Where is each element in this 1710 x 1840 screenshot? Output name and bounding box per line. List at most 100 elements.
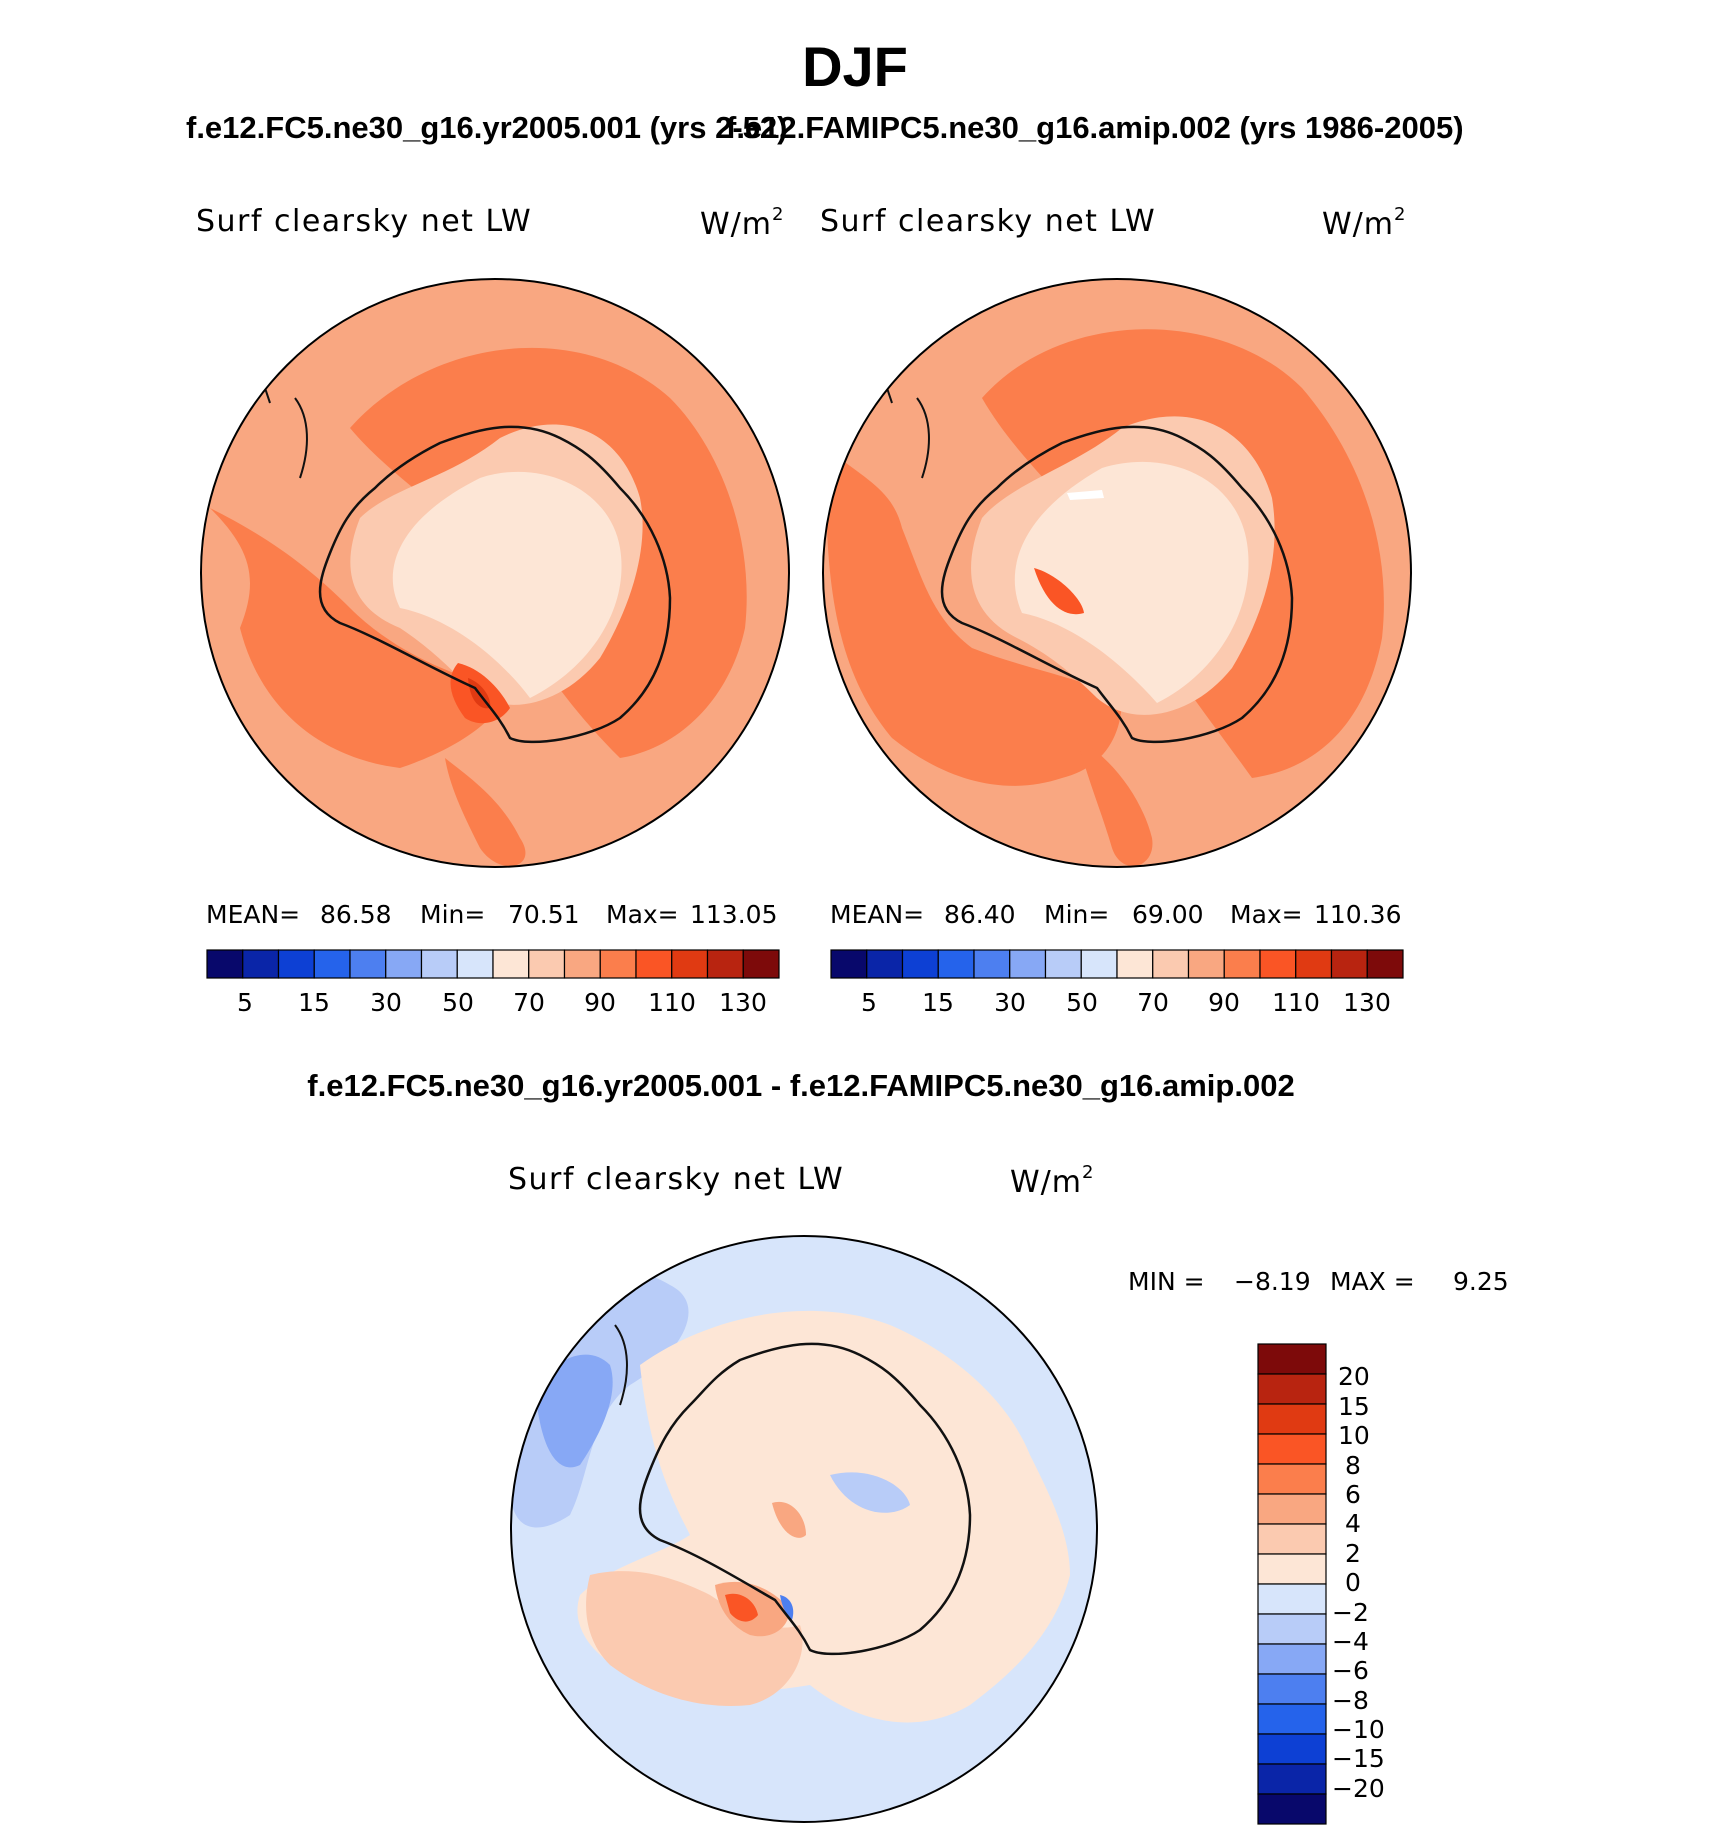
panel1-max-value: 113.05 bbox=[690, 900, 778, 929]
panel1-max-label: Max= bbox=[606, 900, 679, 929]
panel2-colorbar-box-4 bbox=[973, 949, 1011, 979]
panel2-mean-value: 86.40 bbox=[944, 900, 1016, 929]
panel3-colorbar-box-11 bbox=[1257, 1673, 1327, 1705]
panel1-colorbar-box-5 bbox=[385, 949, 423, 979]
panel2-min-value: 69.00 bbox=[1132, 900, 1204, 929]
panel3-colorbar-box-14 bbox=[1257, 1763, 1327, 1795]
panel1-min-value: 70.51 bbox=[508, 900, 580, 929]
panel2-colorbar-box-11 bbox=[1223, 949, 1261, 979]
panel2-region-110-120 bbox=[1034, 568, 1084, 615]
panel1-colorbar-box-0 bbox=[206, 949, 244, 979]
panel2-tick: 70 bbox=[1137, 988, 1169, 1017]
panel2-region-60-70 bbox=[1067, 490, 1104, 500]
panel3-tick: 15 bbox=[1338, 1392, 1370, 1421]
panel2-tick: 30 bbox=[994, 988, 1026, 1017]
panel2-colorbar-box-13 bbox=[1295, 949, 1333, 979]
panel3-colorbar-box-1 bbox=[1257, 1373, 1327, 1405]
panel1-mean-label: MEAN= bbox=[206, 900, 301, 929]
panel3-region-2-4 bbox=[586, 1571, 803, 1706]
panel1-polar-map bbox=[200, 278, 790, 868]
panel1-tick: 70 bbox=[513, 988, 545, 1017]
panel2-colorbar-box-8 bbox=[1116, 949, 1154, 979]
panel3-region-4-6-interior bbox=[772, 1501, 806, 1538]
panel1-colorbar-box-3 bbox=[313, 949, 351, 979]
panel2-colorbar-box-14 bbox=[1330, 949, 1368, 979]
panel2-colorbar-box-10 bbox=[1187, 949, 1225, 979]
panel2-tick: 5 bbox=[861, 988, 877, 1017]
panel1-colorbar-box-13 bbox=[671, 949, 709, 979]
panel3-colorbar bbox=[1257, 1343, 1327, 1825]
panel2-tick: 50 bbox=[1066, 988, 1098, 1017]
panel3-tick: −4 bbox=[1332, 1627, 1369, 1656]
panel3-polar-map bbox=[510, 1235, 1098, 1823]
panel1-variable: Surf clearsky net LW bbox=[196, 204, 533, 239]
panel3-colorbar-box-13 bbox=[1257, 1733, 1327, 1765]
panel3-colorbar-box-0 bbox=[1257, 1343, 1327, 1375]
panel2-min-label: Min= bbox=[1044, 900, 1110, 929]
panel3-colorbar-box-5 bbox=[1257, 1493, 1327, 1525]
panel2-max-value: 110.36 bbox=[1314, 900, 1402, 929]
panel1-peninsula-islands bbox=[264, 387, 308, 479]
panel2-colorbar-box-2 bbox=[901, 949, 939, 979]
panel1-tick: 50 bbox=[442, 988, 474, 1017]
panel2-colorbar-box-1 bbox=[866, 949, 904, 979]
panel1-colorbar-box-14 bbox=[706, 949, 744, 979]
panel3-colorbar-box-12 bbox=[1257, 1703, 1327, 1735]
panel1-map-border bbox=[200, 278, 790, 868]
panel3-region-neg6-neg4 bbox=[535, 1354, 613, 1468]
panel1-colorbar-box-11 bbox=[599, 949, 637, 979]
panel1-units: W/m2 bbox=[700, 204, 785, 242]
panel2-polar-map bbox=[822, 278, 1412, 868]
panel3-coastline bbox=[638, 1342, 972, 1656]
panel3-tick: −15 bbox=[1332, 1744, 1385, 1773]
panel1-tick: 15 bbox=[298, 988, 330, 1017]
panel3-tick: 6 bbox=[1345, 1480, 1361, 1509]
panel2-units: W/m2 bbox=[1322, 204, 1407, 242]
panel2-colorbar-box-15 bbox=[1366, 949, 1404, 979]
panel3-tick: 0 bbox=[1345, 1568, 1361, 1597]
panel3-min-value: −8.19 bbox=[1234, 1267, 1311, 1296]
panel3-tick: 20 bbox=[1338, 1362, 1370, 1391]
panel1-colorbar-box-10 bbox=[563, 949, 601, 979]
panel1-colorbar-box-7 bbox=[456, 949, 494, 979]
panel3-colorbar-box-3 bbox=[1257, 1433, 1327, 1465]
panel2-colorbar-box-3 bbox=[937, 949, 975, 979]
panel1-min-label: Min= bbox=[420, 900, 486, 929]
panel2-colorbar-box-7 bbox=[1080, 949, 1118, 979]
panel3-colorbar-box-10 bbox=[1257, 1643, 1327, 1675]
panel3-region-8-10 bbox=[725, 1593, 758, 1622]
panel2-coastline bbox=[940, 425, 1294, 744]
panel2-tick: 90 bbox=[1208, 988, 1240, 1017]
panel3-variable: Surf clearsky net LW bbox=[508, 1162, 845, 1197]
panel3-tick: 4 bbox=[1345, 1509, 1361, 1538]
panel1-tick: 130 bbox=[719, 988, 767, 1017]
panel1-tick: 5 bbox=[237, 988, 253, 1017]
panel2-region-70-80 bbox=[1014, 461, 1249, 703]
panel3-tick: −8 bbox=[1332, 1686, 1369, 1715]
panel2-colorbar bbox=[830, 949, 1404, 979]
panel3-units: W/m2 bbox=[1010, 1162, 1095, 1200]
panel3-colorbar-box-4 bbox=[1257, 1463, 1327, 1495]
panel3-max-label: MAX = bbox=[1330, 1267, 1415, 1296]
panel1-colorbar-box-9 bbox=[528, 949, 566, 979]
panel3-region-neg4-neg2-interior bbox=[830, 1472, 910, 1513]
panel3-colorbar-box-7 bbox=[1257, 1553, 1327, 1585]
panel1-colorbar-box-6 bbox=[420, 949, 458, 979]
panel1-tick: 90 bbox=[584, 988, 616, 1017]
case2-title: f.e12.FAMIPC5.ne30_g16.amip.002 (yrs 198… bbox=[726, 110, 1464, 145]
panel1-region-90-100-west bbox=[210, 508, 510, 768]
panel2-mean-label: MEAN= bbox=[830, 900, 925, 929]
panel2-tick: 15 bbox=[922, 988, 954, 1017]
panel2-map-border bbox=[822, 278, 1412, 868]
panel2-colorbar-box-5 bbox=[1009, 949, 1047, 979]
panel2-tick: 130 bbox=[1343, 988, 1391, 1017]
case1-title: f.e12.FC5.ne30_g16.yr2005.001 (yrs 2-52) bbox=[186, 110, 788, 145]
panel2-variable: Surf clearsky net LW bbox=[820, 204, 1157, 239]
panel3-map-border bbox=[510, 1235, 1098, 1823]
panel3-tick: 2 bbox=[1345, 1539, 1361, 1568]
panel1-colorbar-box-15 bbox=[742, 949, 780, 979]
season-title: DJF bbox=[802, 35, 908, 98]
panel3-colorbar-box-15 bbox=[1257, 1793, 1327, 1825]
panel2-region-90-100-south bbox=[1077, 738, 1153, 867]
panel2-peninsula-islands bbox=[886, 387, 930, 479]
